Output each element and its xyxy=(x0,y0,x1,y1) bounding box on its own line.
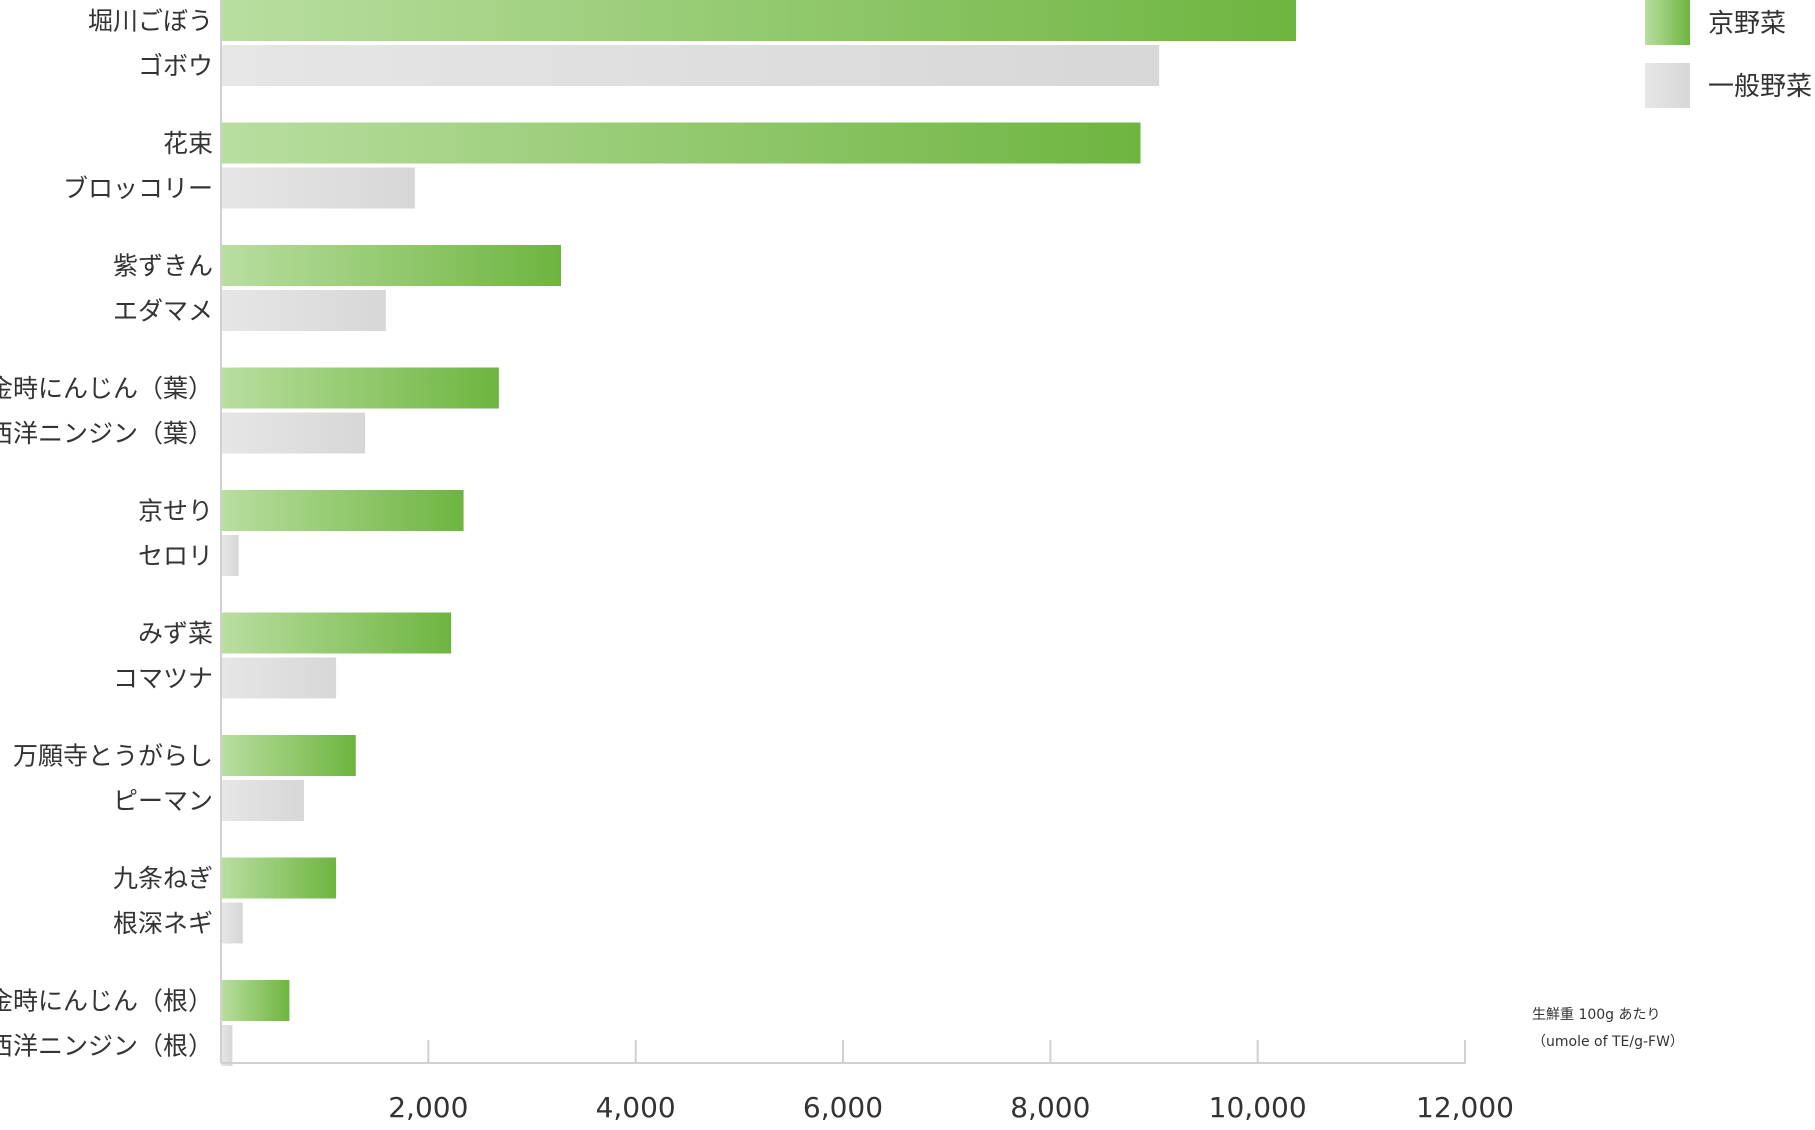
legend-swatch-general xyxy=(1645,63,1690,108)
bar-general xyxy=(221,780,304,821)
category-label-kyo: 京せり xyxy=(138,497,213,526)
category-label-kyo: 金時にんじん（根） xyxy=(0,987,213,1016)
category-label-general: 西洋ニンジン（根） xyxy=(0,1032,213,1061)
unit-note: 生鮮重 100g あたり （umole of TE/g-FW） xyxy=(1532,1007,1684,1050)
bar-general xyxy=(221,657,337,699)
bar-general xyxy=(221,412,366,454)
bar-kyo xyxy=(221,612,452,654)
unit-note-line: 生鮮重 100g あたり xyxy=(1532,1007,1661,1023)
legend-label-general: 一般野菜 xyxy=(1708,72,1812,102)
bar-general xyxy=(221,167,415,209)
bar-kyo xyxy=(221,857,337,899)
x-tick-label: 2,000 xyxy=(388,1091,468,1124)
category-label-kyo: 堀川ごぼう xyxy=(88,7,213,36)
category-label-kyo: 紫ずきん xyxy=(113,252,213,281)
bars-group xyxy=(221,0,1297,1066)
category-label-general: 西洋ニンジン（葉） xyxy=(0,419,213,448)
category-label-general: ピーマン xyxy=(113,787,213,816)
bar-kyo xyxy=(221,980,290,1021)
category-label-general: ブロッコリー xyxy=(63,174,213,203)
legend-label-kyo: 京野菜 xyxy=(1708,9,1786,39)
category-label-kyo: 万願寺とうがらし xyxy=(13,742,213,771)
bar-general xyxy=(221,902,243,944)
bar-kyo xyxy=(221,367,499,409)
category-label-general: コマツナ xyxy=(113,664,213,693)
category-label-kyo: 花束 xyxy=(163,129,213,158)
x-tick-label: 12,000 xyxy=(1416,1091,1514,1124)
bar-kyo xyxy=(221,490,464,531)
category-label-general: セロリ xyxy=(138,542,213,571)
x-tick-label: 10,000 xyxy=(1209,1091,1307,1124)
bar-kyo xyxy=(221,122,1141,164)
x-tick-label: 4,000 xyxy=(596,1091,676,1124)
bar-general xyxy=(221,290,386,331)
category-label-general: 根深ネギ xyxy=(113,909,213,938)
unit-note-line: （umole of TE/g-FW） xyxy=(1532,1034,1684,1050)
legend-swatch-kyo xyxy=(1645,0,1690,45)
x-tick-label: 6,000 xyxy=(803,1091,883,1124)
axes-group: 2,000 4,000 6,000 8,000 10,000 12,000 xyxy=(220,0,1514,1124)
bar-kyo xyxy=(221,735,356,776)
category-label-general: エダマメ xyxy=(113,297,213,326)
category-label-kyo: 金時にんじん（葉） xyxy=(0,374,213,403)
bar-kyo xyxy=(221,245,562,286)
category-label-kyo: 九条ねぎ xyxy=(113,864,213,893)
bar-general xyxy=(221,535,239,576)
bar-general xyxy=(221,1025,233,1066)
bar-kyo xyxy=(221,0,1297,41)
category-label-general: ゴボウ xyxy=(138,52,213,81)
category-label-kyo: みず菜 xyxy=(138,619,213,648)
x-tick-label: 8,000 xyxy=(1010,1091,1090,1124)
bar-general xyxy=(221,45,1160,86)
